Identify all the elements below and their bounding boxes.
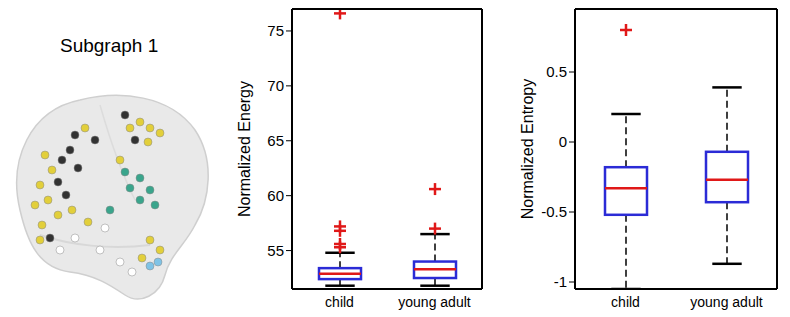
svg-text:Normalized Entropy: Normalized Entropy: [519, 79, 536, 220]
svg-text:0.5: 0.5: [546, 63, 567, 80]
svg-text:70: 70: [267, 77, 284, 94]
svg-text:child: child: [325, 294, 354, 310]
svg-text:75: 75: [267, 22, 284, 39]
svg-text:Subgraph 1: Subgraph 1: [60, 35, 158, 56]
svg-text:Normalized Energy: Normalized Energy: [236, 81, 253, 217]
svg-text:young adult: young adult: [398, 294, 471, 310]
svg-text:0: 0: [559, 133, 567, 150]
svg-text:-0.5: -0.5: [541, 203, 567, 220]
svg-text:55: 55: [267, 242, 284, 259]
svg-text:young adult: young adult: [690, 294, 763, 310]
svg-text:65: 65: [267, 132, 284, 149]
svg-text:child: child: [611, 294, 640, 310]
svg-text:60: 60: [267, 187, 284, 204]
svg-text:-1: -1: [554, 273, 567, 290]
